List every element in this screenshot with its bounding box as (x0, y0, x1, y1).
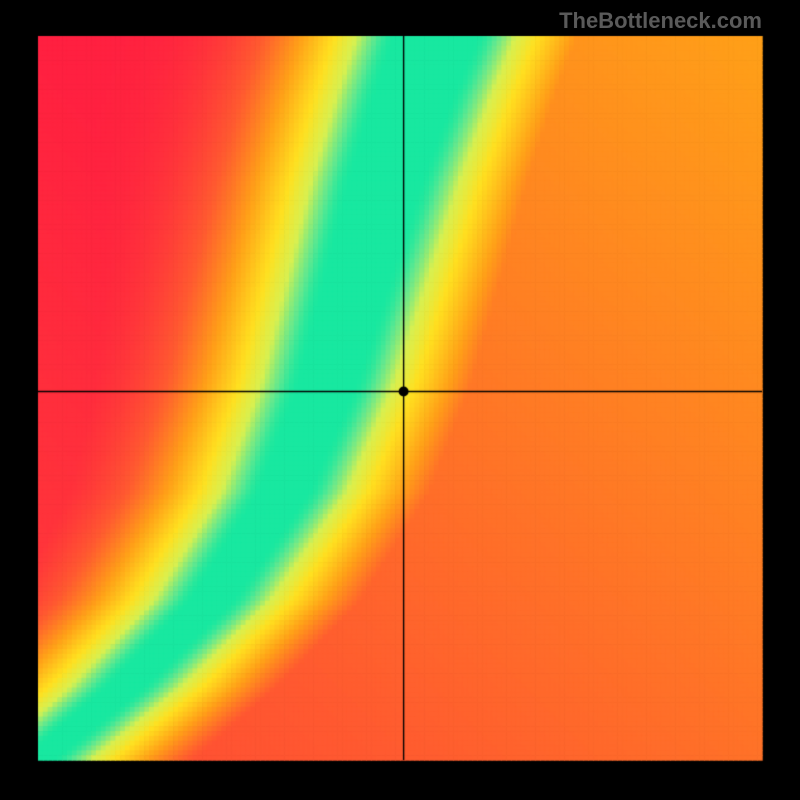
chart-container: TheBottleneck.com (0, 0, 800, 800)
watermark-text: TheBottleneck.com (559, 8, 762, 34)
heatmap-canvas (0, 0, 800, 800)
